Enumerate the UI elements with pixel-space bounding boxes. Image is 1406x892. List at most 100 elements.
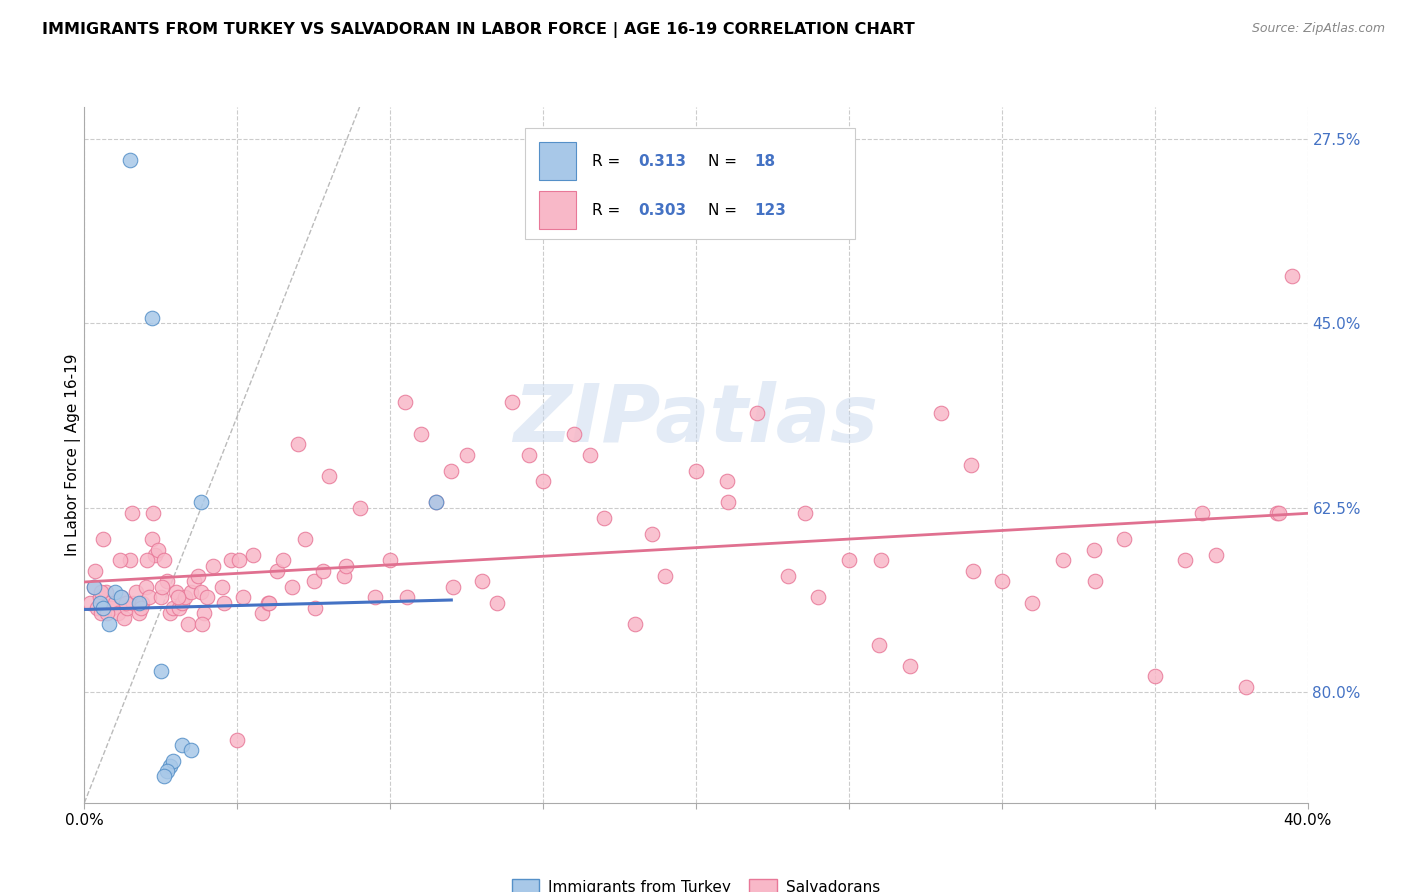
Point xyxy=(141,310,163,325)
Point xyxy=(1143,669,1166,683)
Point xyxy=(121,506,143,520)
Point xyxy=(172,595,194,609)
Point xyxy=(962,564,984,578)
Point xyxy=(870,553,893,567)
Point xyxy=(190,495,212,509)
Point xyxy=(1021,595,1043,609)
Point xyxy=(395,591,418,605)
Point xyxy=(174,591,197,605)
Point xyxy=(471,574,494,589)
Point xyxy=(212,595,235,609)
Point xyxy=(90,606,112,620)
Text: 18: 18 xyxy=(755,153,776,169)
Point xyxy=(745,406,768,420)
Point xyxy=(441,580,464,594)
Point xyxy=(1265,506,1288,520)
Point xyxy=(172,738,194,752)
Point xyxy=(259,595,281,609)
Point xyxy=(193,606,215,620)
Text: 123: 123 xyxy=(755,202,786,218)
Point xyxy=(90,585,112,599)
Point xyxy=(716,475,738,489)
Point xyxy=(159,606,181,620)
Point xyxy=(84,564,107,578)
Point xyxy=(153,769,176,783)
Point xyxy=(135,580,157,594)
Point xyxy=(94,585,117,599)
Text: R =: R = xyxy=(592,202,626,218)
Point xyxy=(83,580,105,594)
Point xyxy=(120,553,142,567)
Point xyxy=(165,585,187,599)
Point xyxy=(232,591,254,605)
Point xyxy=(153,553,176,567)
Point xyxy=(79,595,101,609)
Point xyxy=(115,600,138,615)
Point xyxy=(211,580,233,594)
Point xyxy=(242,548,264,562)
Point xyxy=(1084,574,1107,589)
Point xyxy=(120,153,142,167)
Point xyxy=(869,638,891,652)
Point xyxy=(271,553,294,567)
Point xyxy=(990,574,1012,589)
Point xyxy=(228,553,250,567)
Point xyxy=(125,585,148,599)
Point xyxy=(250,606,273,620)
Point xyxy=(335,558,357,573)
Point xyxy=(593,511,616,525)
Point xyxy=(138,591,160,605)
Point xyxy=(394,395,416,409)
Point xyxy=(226,732,249,747)
Point xyxy=(281,580,304,594)
Point xyxy=(149,591,172,605)
Point xyxy=(201,558,224,573)
Point xyxy=(89,591,111,605)
Point xyxy=(177,616,200,631)
Point xyxy=(456,448,478,462)
Point xyxy=(122,595,145,609)
Point xyxy=(112,611,135,625)
Point xyxy=(562,426,585,441)
Text: Source: ZipAtlas.com: Source: ZipAtlas.com xyxy=(1251,22,1385,36)
Point xyxy=(294,533,316,547)
Point xyxy=(624,616,647,631)
Point xyxy=(685,464,707,478)
Point xyxy=(136,553,159,567)
Bar xyxy=(540,191,576,229)
Point xyxy=(108,553,131,567)
Point xyxy=(425,495,447,509)
Point xyxy=(156,764,179,779)
Point xyxy=(183,574,205,589)
Point xyxy=(531,475,554,489)
Point xyxy=(91,600,114,615)
Point xyxy=(143,548,166,562)
Bar xyxy=(524,128,855,239)
Point xyxy=(486,595,509,609)
Text: 0.313: 0.313 xyxy=(638,153,686,169)
Point xyxy=(349,500,371,515)
Point xyxy=(146,542,169,557)
Text: R =: R = xyxy=(592,153,626,169)
Point xyxy=(501,395,523,409)
Point xyxy=(96,606,118,620)
Point xyxy=(333,569,356,583)
Point xyxy=(180,743,202,757)
Point xyxy=(1267,506,1289,520)
Point xyxy=(156,574,179,589)
Point xyxy=(776,569,799,583)
Point xyxy=(409,426,432,441)
Point xyxy=(304,600,326,615)
Point xyxy=(150,580,173,594)
Point xyxy=(1114,533,1136,547)
Point xyxy=(191,616,214,631)
Point xyxy=(364,591,387,605)
Point xyxy=(104,595,127,609)
Point xyxy=(1174,553,1197,567)
Point xyxy=(1191,506,1213,520)
Point xyxy=(101,600,124,615)
Point xyxy=(640,527,662,541)
Point xyxy=(838,553,860,567)
Point xyxy=(142,506,165,520)
Bar xyxy=(540,142,576,180)
